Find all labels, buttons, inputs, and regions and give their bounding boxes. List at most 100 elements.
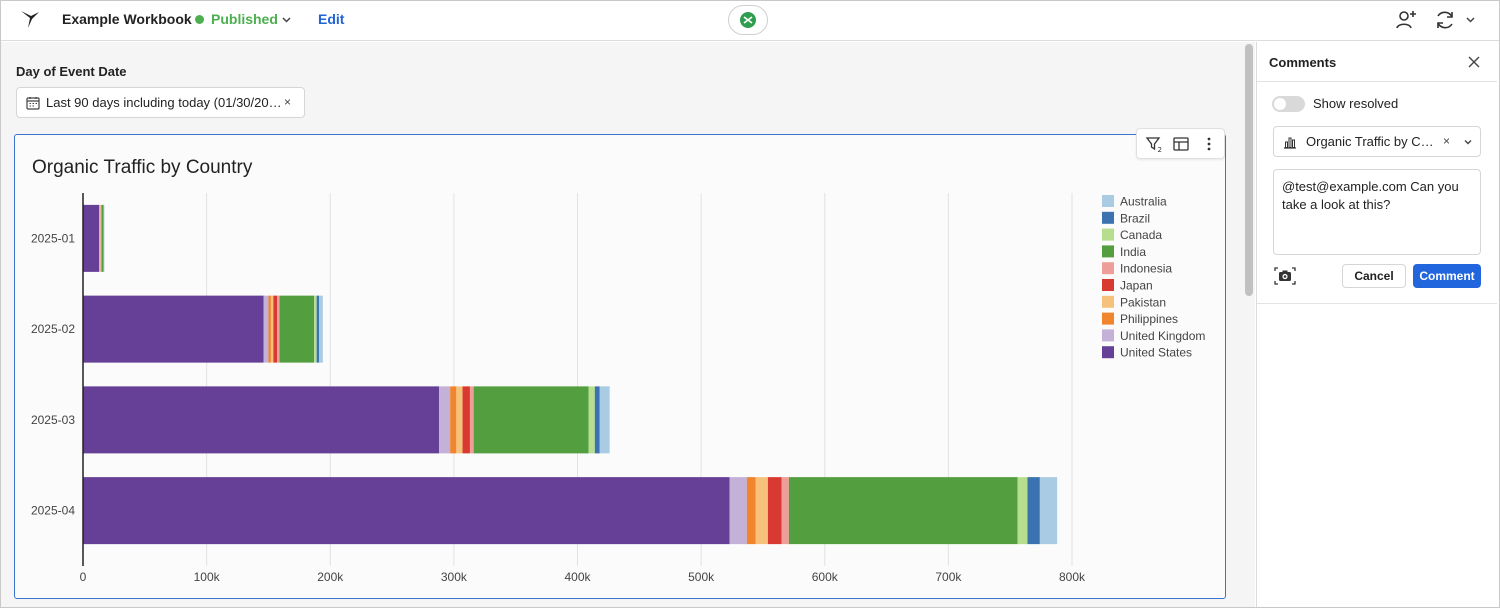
x-tick-label: 600k [812, 570, 839, 584]
comments-title: Comments [1269, 55, 1337, 70]
chevron-down-icon[interactable] [1463, 137, 1473, 147]
bar-segment [83, 204, 100, 272]
clear-filter-icon[interactable]: × [284, 95, 292, 109]
bar-segment [588, 386, 595, 454]
legend-swatch [1102, 329, 1114, 342]
chart-toolbar: 2 [1136, 128, 1225, 159]
legend-label: Brazil [1120, 211, 1150, 225]
bar-segment [462, 386, 470, 454]
toggle-knob [1274, 98, 1286, 110]
x-tick-label: 0 [80, 570, 87, 584]
show-resolved-toggle[interactable] [1272, 96, 1305, 112]
bar-segment [99, 204, 101, 272]
add-user-icon[interactable] [1394, 8, 1418, 32]
bar-segment [599, 386, 610, 454]
bar-segment [746, 477, 756, 545]
bar-segment [439, 386, 451, 454]
legend-swatch [1102, 295, 1114, 308]
element-select[interactable]: Organic Traffic by C… × [1273, 126, 1481, 157]
bar-segment [83, 295, 264, 363]
legend-label: Japan [1120, 279, 1153, 293]
edit-button[interactable]: Edit [318, 11, 345, 27]
x-tick-label: 700k [935, 570, 962, 584]
x-tick-label: 100k [194, 570, 221, 584]
published-status-label[interactable]: Published [211, 11, 278, 27]
bar-segment [469, 386, 474, 454]
legend-swatch [1102, 245, 1114, 258]
legend-label: Pakistan [1120, 295, 1166, 309]
y-tick-label: 2025-03 [31, 413, 75, 427]
legend-label: Philippines [1120, 312, 1178, 326]
table-view-icon[interactable] [1172, 135, 1190, 153]
bar-segment [268, 295, 271, 363]
y-tick-label: 2025-04 [31, 504, 75, 518]
bar-segment [788, 477, 1018, 545]
bar-segment [314, 295, 317, 363]
bar-segment [270, 295, 274, 363]
x-tick-label: 200k [317, 570, 344, 584]
filter-label: Day of Event Date [16, 64, 127, 79]
filter-value: Last 90 days including today (01/30/20… [46, 95, 282, 110]
scrollbar-thumb[interactable] [1245, 44, 1253, 296]
legend-label: Canada [1120, 228, 1162, 242]
bar-segment [83, 386, 440, 454]
bar-segment [316, 295, 320, 363]
show-resolved-label: Show resolved [1313, 96, 1399, 111]
bar-segment [456, 386, 463, 454]
bar-segment [594, 386, 600, 454]
svg-text:2: 2 [1158, 146, 1162, 153]
screenshot-camera-icon[interactable] [1274, 266, 1296, 286]
calendar-icon [26, 97, 40, 110]
comment-submit-button[interactable]: Comment [1413, 264, 1481, 288]
chart-plot: 0 100k 200k 300k 400k 500k 600k 700k 800k 2025-01… [31, 193, 1205, 584]
close-icon[interactable] [1467, 55, 1481, 69]
bar-segment [101, 204, 104, 272]
chart-title: Organic Traffic by Country [32, 157, 253, 178]
legend-swatch [1102, 262, 1114, 275]
comment-textarea[interactable]: @test@example.com Can you take a look at… [1273, 169, 1481, 255]
filter-icon[interactable]: 2 [1145, 135, 1163, 153]
legend-swatch [1102, 312, 1114, 325]
bar-segment [473, 386, 589, 454]
legend-label: Indonesia [1120, 262, 1172, 276]
x-tick-label: 300k [441, 570, 468, 584]
clear-selection-icon[interactable]: × [1443, 134, 1451, 148]
legend-swatch [1102, 195, 1114, 207]
assistant-button[interactable] [728, 5, 768, 35]
bar-segment [450, 386, 457, 454]
legend-label: Australia [1120, 195, 1167, 209]
cancel-button[interactable]: Cancel [1342, 264, 1406, 288]
chevron-down-icon[interactable] [281, 14, 292, 25]
bar-segment [781, 477, 789, 545]
divider [1257, 303, 1497, 304]
bar-segment [729, 477, 747, 545]
legend-swatch [1102, 279, 1114, 291]
legend-label: India [1120, 245, 1146, 259]
bar-segment [755, 477, 768, 545]
bar-segment [319, 295, 323, 363]
x-tick-label: 400k [564, 570, 591, 584]
x-tick-label: 500k [688, 570, 715, 584]
element-select-value: Organic Traffic by C… [1306, 134, 1434, 149]
bar-segment [1017, 477, 1028, 545]
x-tick-label: 800k [1059, 570, 1086, 584]
legend-swatch [1102, 228, 1114, 241]
more-options-icon[interactable] [1200, 135, 1218, 153]
published-status-dot [195, 15, 204, 24]
legend-label: United Kingdom [1120, 329, 1205, 343]
y-tick-label: 2025-02 [31, 322, 75, 336]
app-logo-icon[interactable] [19, 8, 41, 30]
bar-segment [273, 295, 278, 363]
bar-segment [263, 295, 269, 363]
bar-segment [83, 477, 730, 545]
legend-swatch [1102, 211, 1114, 224]
refresh-icon[interactable] [1433, 8, 1457, 32]
divider [1257, 81, 1497, 82]
date-filter-chip[interactable]: Last 90 days including today (01/30/20… … [16, 87, 305, 118]
chevron-down-icon[interactable] [1465, 14, 1476, 25]
bar-chart-icon [1284, 137, 1296, 149]
bar-segment [277, 295, 280, 363]
workbook-title[interactable]: Example Workbook [62, 11, 192, 27]
bar-segment [279, 295, 315, 363]
bar-segment [1039, 477, 1058, 545]
